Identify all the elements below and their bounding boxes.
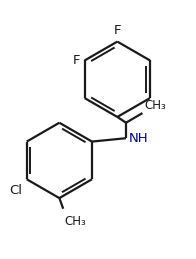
Text: CH₃: CH₃	[64, 214, 86, 227]
Text: F: F	[73, 54, 80, 67]
Text: NH: NH	[129, 132, 149, 145]
Text: CH₃: CH₃	[144, 99, 166, 112]
Text: Cl: Cl	[9, 184, 22, 197]
Text: F: F	[113, 24, 121, 37]
